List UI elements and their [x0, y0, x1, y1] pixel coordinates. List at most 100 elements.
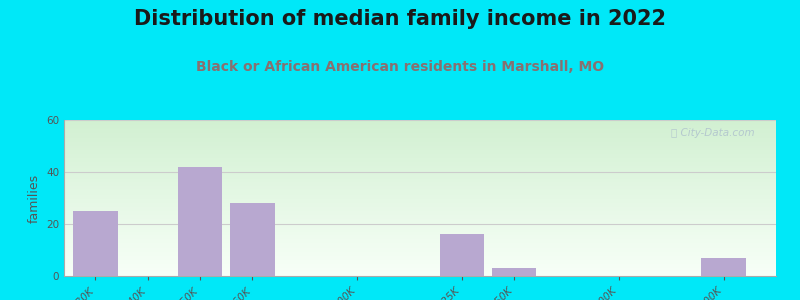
Bar	[64, 204, 776, 205]
Bar	[64, 245, 776, 246]
Bar	[64, 131, 776, 132]
Bar	[64, 126, 776, 127]
Bar	[64, 215, 776, 216]
Bar	[64, 178, 776, 179]
Bar	[64, 226, 776, 227]
Bar	[64, 166, 776, 167]
Bar	[64, 241, 776, 242]
Bar	[64, 275, 776, 276]
Bar	[64, 125, 776, 126]
Bar	[64, 273, 776, 274]
Bar	[64, 217, 776, 218]
Bar	[64, 146, 776, 147]
Bar	[64, 205, 776, 206]
Bar	[440, 234, 484, 276]
Bar	[64, 249, 776, 250]
Bar	[64, 259, 776, 260]
Bar	[64, 176, 776, 177]
Bar	[64, 218, 776, 219]
Bar	[64, 183, 776, 184]
Bar	[64, 229, 776, 230]
Bar	[64, 242, 776, 243]
Bar	[64, 272, 776, 273]
Bar	[64, 258, 776, 259]
Bar	[64, 247, 776, 248]
Bar	[64, 145, 776, 146]
Bar	[64, 271, 776, 272]
Bar	[64, 264, 776, 265]
Bar	[64, 223, 776, 224]
Bar	[64, 208, 776, 209]
Bar	[64, 170, 776, 171]
Bar	[64, 150, 776, 151]
Bar	[64, 257, 776, 258]
Bar	[64, 216, 776, 217]
Bar	[64, 199, 776, 200]
Bar	[64, 213, 776, 214]
Bar	[64, 182, 776, 183]
Bar	[64, 123, 776, 124]
Bar	[64, 184, 776, 185]
Bar	[64, 234, 776, 235]
Bar	[64, 180, 776, 181]
Bar	[64, 262, 776, 263]
Bar	[64, 139, 776, 140]
Bar	[64, 155, 776, 156]
Bar	[64, 267, 776, 268]
Bar	[64, 209, 776, 210]
Bar	[64, 222, 776, 223]
Bar	[64, 174, 776, 175]
Bar	[64, 121, 776, 122]
Bar	[64, 270, 776, 271]
Bar	[64, 190, 776, 191]
Bar	[64, 191, 776, 192]
Bar	[64, 197, 776, 198]
Bar	[64, 239, 776, 240]
Bar	[64, 160, 776, 161]
Bar	[64, 253, 776, 254]
Bar	[64, 149, 776, 150]
Bar	[64, 207, 776, 208]
Bar	[64, 162, 776, 163]
Bar	[64, 163, 776, 164]
Bar	[64, 252, 776, 253]
Bar	[64, 198, 776, 199]
Bar	[64, 151, 776, 152]
Bar	[64, 224, 776, 225]
Bar	[64, 175, 776, 176]
Bar	[64, 251, 776, 252]
Bar	[64, 219, 776, 220]
Bar	[64, 244, 776, 245]
Bar	[64, 161, 776, 162]
Bar	[64, 194, 776, 195]
Bar	[230, 203, 274, 276]
Bar	[64, 266, 776, 267]
Bar	[64, 246, 776, 247]
Bar	[64, 200, 776, 201]
Text: Distribution of median family income in 2022: Distribution of median family income in …	[134, 9, 666, 29]
Bar	[64, 195, 776, 196]
Bar	[64, 187, 776, 188]
Bar	[64, 255, 776, 256]
Bar	[64, 268, 776, 269]
Bar	[64, 140, 776, 141]
Bar	[64, 171, 776, 172]
Bar	[64, 147, 776, 148]
Bar	[64, 233, 776, 234]
Bar	[64, 250, 776, 251]
Bar	[64, 214, 776, 215]
Bar	[64, 177, 776, 178]
Bar	[64, 169, 776, 170]
Bar	[64, 134, 776, 135]
Bar	[64, 143, 776, 144]
Bar	[64, 220, 776, 221]
Bar	[64, 164, 776, 165]
Bar	[64, 261, 776, 262]
Bar	[64, 128, 776, 129]
Bar	[64, 136, 776, 137]
Bar	[64, 243, 776, 244]
Bar	[64, 130, 776, 131]
Bar	[492, 268, 537, 276]
Bar	[64, 240, 776, 241]
Bar	[64, 248, 776, 249]
